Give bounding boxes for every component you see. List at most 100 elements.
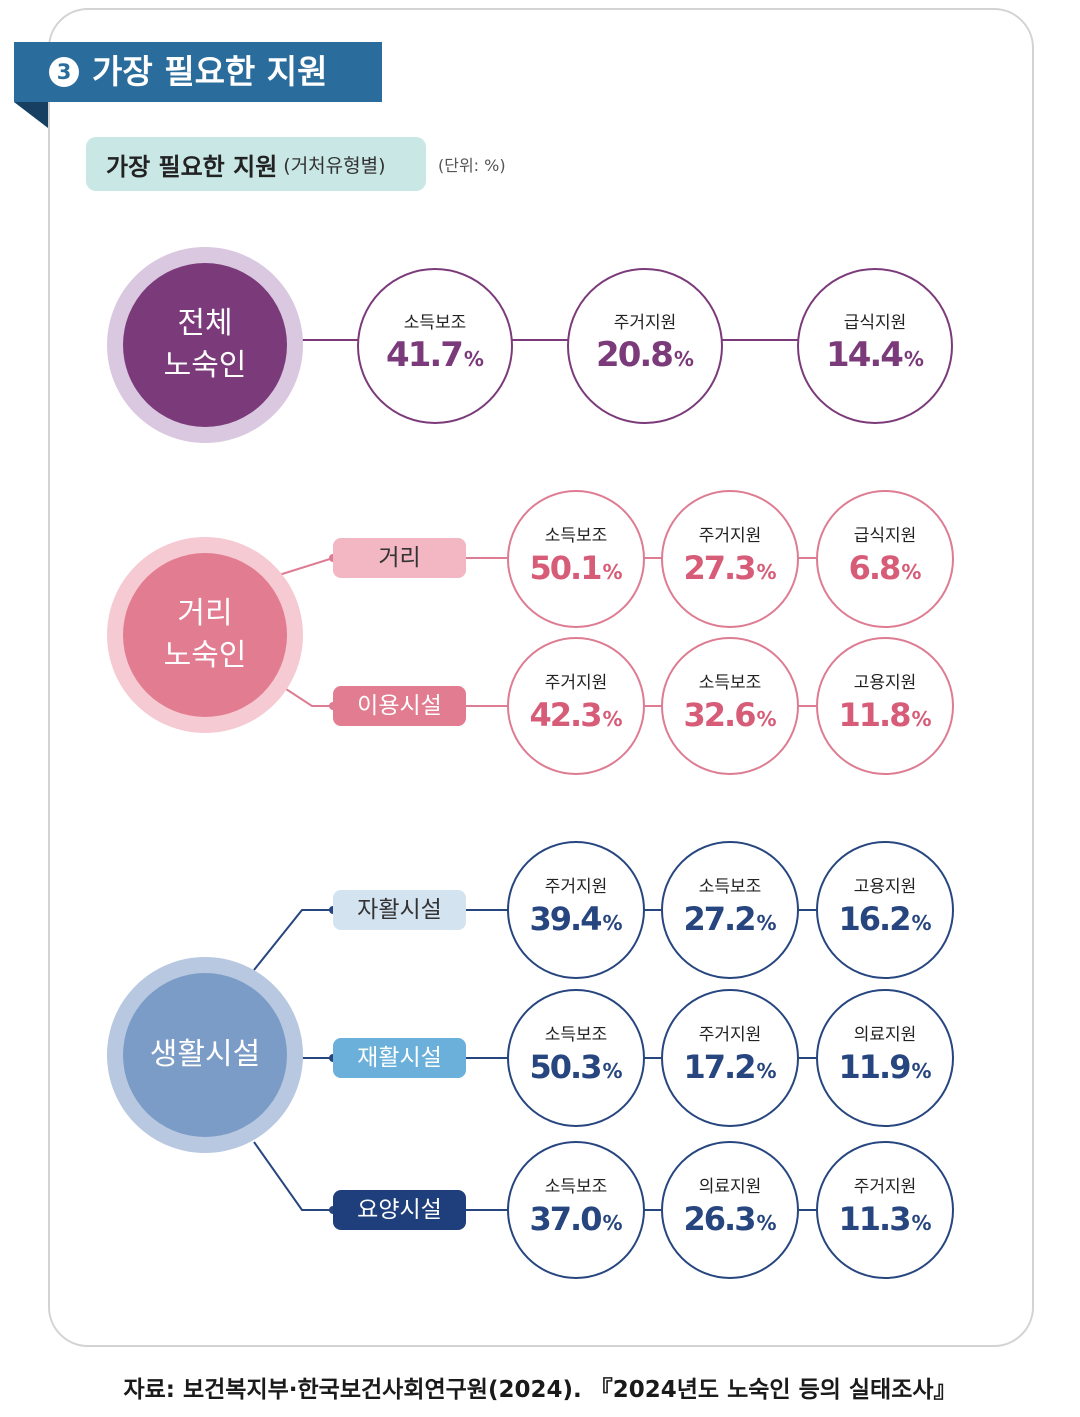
- percent-unit: %: [903, 347, 924, 371]
- stat-label: 소득보조: [403, 313, 467, 333]
- percent-unit: %: [756, 1059, 777, 1083]
- stat-value: 37.0%: [530, 1198, 623, 1244]
- stat-value: 11.9%: [839, 1046, 932, 1092]
- percent-unit: %: [673, 347, 694, 371]
- subtitle-qualifier: (거처유형별): [283, 154, 386, 177]
- stat-circle: 주거지원 39.4%: [507, 841, 645, 979]
- percent-unit: %: [756, 560, 777, 584]
- category-pill: 거리: [333, 538, 466, 578]
- stat-number: 14.4: [826, 335, 904, 375]
- stat-number: 42.3: [529, 696, 603, 734]
- stat-number: 37.0: [529, 1200, 603, 1238]
- stat-circle: 주거지원 11.3%: [816, 1141, 954, 1279]
- stat-label: 의료지원: [698, 1177, 762, 1197]
- stat-number: 11.8: [838, 696, 912, 734]
- stat-circle: 주거지원 27.3%: [661, 490, 799, 628]
- group-circle-street-homeless: 거리 노숙인: [107, 537, 303, 733]
- stat-value: 27.2%: [684, 898, 777, 944]
- percent-unit: %: [901, 560, 922, 584]
- banner-fold: [14, 102, 48, 128]
- percent-unit: %: [602, 707, 623, 731]
- group-circle-inner: 거리 노숙인: [123, 553, 287, 717]
- unit-note: (단위: %): [438, 156, 506, 175]
- stat-number: 11.3: [838, 1200, 912, 1238]
- stat-value: 26.3%: [684, 1198, 777, 1244]
- stat-circle: 의료지원 26.3%: [661, 1141, 799, 1279]
- group-name-line1: 전체: [177, 306, 233, 341]
- stat-circle: 주거지원 20.8%: [567, 268, 723, 424]
- stat-label: 소득보조: [544, 526, 608, 546]
- stat-circle: 소득보조 41.7%: [357, 268, 513, 424]
- section-number-badge: 3: [49, 57, 79, 87]
- stat-label: 소득보조: [544, 1177, 608, 1197]
- percent-unit: %: [911, 1059, 932, 1083]
- stat-value: 16.2%: [839, 898, 932, 944]
- stat-number: 27.2: [683, 900, 757, 938]
- percent-unit: %: [602, 1211, 623, 1235]
- stat-label: 고용지원: [853, 877, 917, 897]
- subtitle-pill: 가장 필요한 지원 (거처유형별): [86, 137, 426, 191]
- stat-value: 32.6%: [684, 694, 777, 740]
- stat-label: 주거지원: [698, 1025, 762, 1045]
- group-name-line1: 거리: [177, 596, 233, 631]
- stat-value: 11.8%: [839, 694, 932, 740]
- stat-value: 14.4%: [826, 334, 924, 380]
- stat-value: 50.1%: [530, 547, 623, 593]
- stat-label: 주거지원: [853, 1177, 917, 1197]
- category-pill: 재활시설: [333, 1038, 466, 1078]
- percent-unit: %: [463, 347, 484, 371]
- stat-circle: 소득보조 50.1%: [507, 490, 645, 628]
- stat-number: 17.2: [683, 1048, 757, 1086]
- stat-number: 11.9: [838, 1048, 912, 1086]
- stat-value: 6.8%: [849, 547, 922, 593]
- section-title: 가장 필요한 지원: [92, 52, 328, 91]
- stat-number: 6.8: [848, 549, 902, 587]
- stat-circle: 고용지원 11.8%: [816, 637, 954, 775]
- stat-number: 50.3: [529, 1048, 603, 1086]
- group-circle-inner: 생활시설: [123, 973, 287, 1137]
- percent-unit: %: [756, 707, 777, 731]
- group-name: 생활시설: [149, 1037, 261, 1072]
- subtitle-title: 가장 필요한 지원: [106, 152, 278, 181]
- stat-number: 32.6: [683, 696, 757, 734]
- stat-label: 주거지원: [544, 877, 608, 897]
- percent-unit: %: [911, 1211, 932, 1235]
- stat-label: 고용지원: [853, 673, 917, 693]
- stat-circle: 급식지원 14.4%: [797, 268, 953, 424]
- stat-value: 39.4%: [530, 898, 623, 944]
- stat-circle: 의료지원 11.9%: [816, 989, 954, 1127]
- stat-circle: 주거지원 17.2%: [661, 989, 799, 1127]
- stat-number: 27.3: [683, 549, 757, 587]
- stat-value: 50.3%: [530, 1046, 623, 1092]
- stat-value: 41.7%: [386, 334, 484, 380]
- percent-unit: %: [756, 1211, 777, 1235]
- percent-unit: %: [911, 911, 932, 935]
- stat-number: 50.1: [529, 549, 603, 587]
- stat-number: 16.2: [838, 900, 912, 938]
- stat-circle: 주거지원 42.3%: [507, 637, 645, 775]
- stat-number: 26.3: [683, 1200, 757, 1238]
- stat-label: 급식지원: [843, 313, 907, 333]
- stat-label: 주거지원: [613, 313, 677, 333]
- stat-value: 42.3%: [530, 694, 623, 740]
- stat-number: 39.4: [529, 900, 603, 938]
- stat-value: 20.8%: [596, 334, 694, 380]
- stat-label: 소득보조: [698, 877, 762, 897]
- stat-label: 주거지원: [698, 526, 762, 546]
- stat-label: 의료지원: [853, 1025, 917, 1045]
- group-circle-residential-facility: 생활시설: [107, 957, 303, 1153]
- percent-unit: %: [602, 560, 623, 584]
- stat-circle: 소득보조 50.3%: [507, 989, 645, 1127]
- percent-unit: %: [911, 707, 932, 731]
- stat-circle: 소득보조 37.0%: [507, 1141, 645, 1279]
- stat-value: 11.3%: [839, 1198, 932, 1244]
- stat-value: 17.2%: [684, 1046, 777, 1092]
- stat-label: 주거지원: [544, 673, 608, 693]
- percent-unit: %: [602, 1059, 623, 1083]
- category-pill: 자활시설: [333, 890, 466, 930]
- percent-unit: %: [756, 911, 777, 935]
- stat-value: 27.3%: [684, 547, 777, 593]
- stat-label: 소득보조: [698, 673, 762, 693]
- group-circle-all-homeless: 전체 노숙인: [107, 247, 303, 443]
- stat-circle: 소득보조 32.6%: [661, 637, 799, 775]
